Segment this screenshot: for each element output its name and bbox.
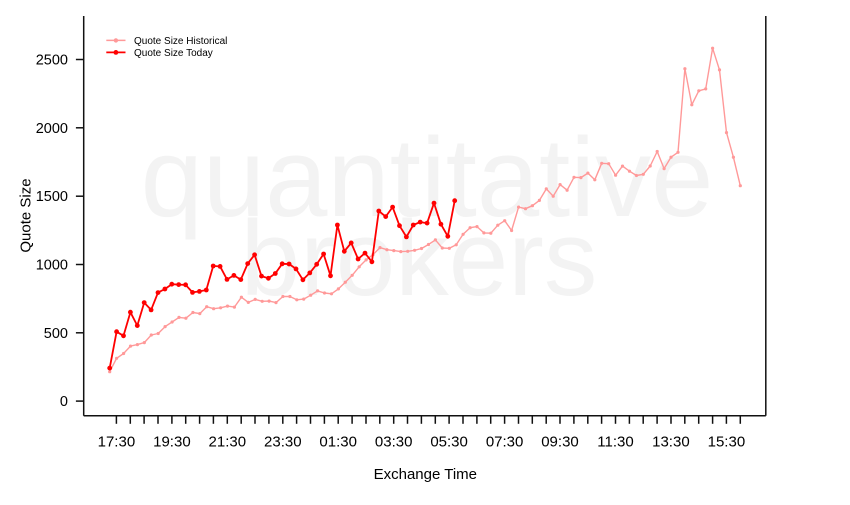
svg-text:01:30: 01:30 — [319, 434, 357, 451]
svg-text:07:30: 07:30 — [486, 434, 524, 451]
svg-text:2500: 2500 — [36, 53, 68, 69]
svg-text:1500: 1500 — [36, 189, 68, 205]
svg-text:15:30: 15:30 — [708, 434, 746, 451]
svg-text:23:30: 23:30 — [264, 434, 302, 451]
svg-text:09:30: 09:30 — [541, 434, 579, 451]
svg-text:Quote Size Today: Quote Size Today — [134, 48, 213, 59]
svg-text:Quote Size: Quote Size — [18, 178, 35, 252]
svg-text:21:30: 21:30 — [209, 434, 247, 451]
svg-text:2000: 2000 — [36, 121, 68, 137]
svg-text:Quote Size Historical: Quote Size Historical — [134, 36, 227, 47]
svg-text:11:30: 11:30 — [597, 434, 633, 451]
svg-text:brokers: brokers — [241, 198, 598, 318]
svg-text:0: 0 — [60, 394, 68, 410]
svg-text:1000: 1000 — [36, 258, 68, 274]
svg-text:Exchange Time: Exchange Time — [374, 466, 477, 483]
svg-text:500: 500 — [44, 326, 68, 342]
svg-text:13:30: 13:30 — [652, 434, 690, 451]
svg-text:03:30: 03:30 — [375, 434, 413, 451]
svg-text:05:30: 05:30 — [430, 434, 468, 451]
svg-text:17:30: 17:30 — [98, 434, 136, 451]
svg-text:quantitative: quantitative — [141, 115, 714, 240]
svg-text:19:30: 19:30 — [153, 434, 191, 451]
